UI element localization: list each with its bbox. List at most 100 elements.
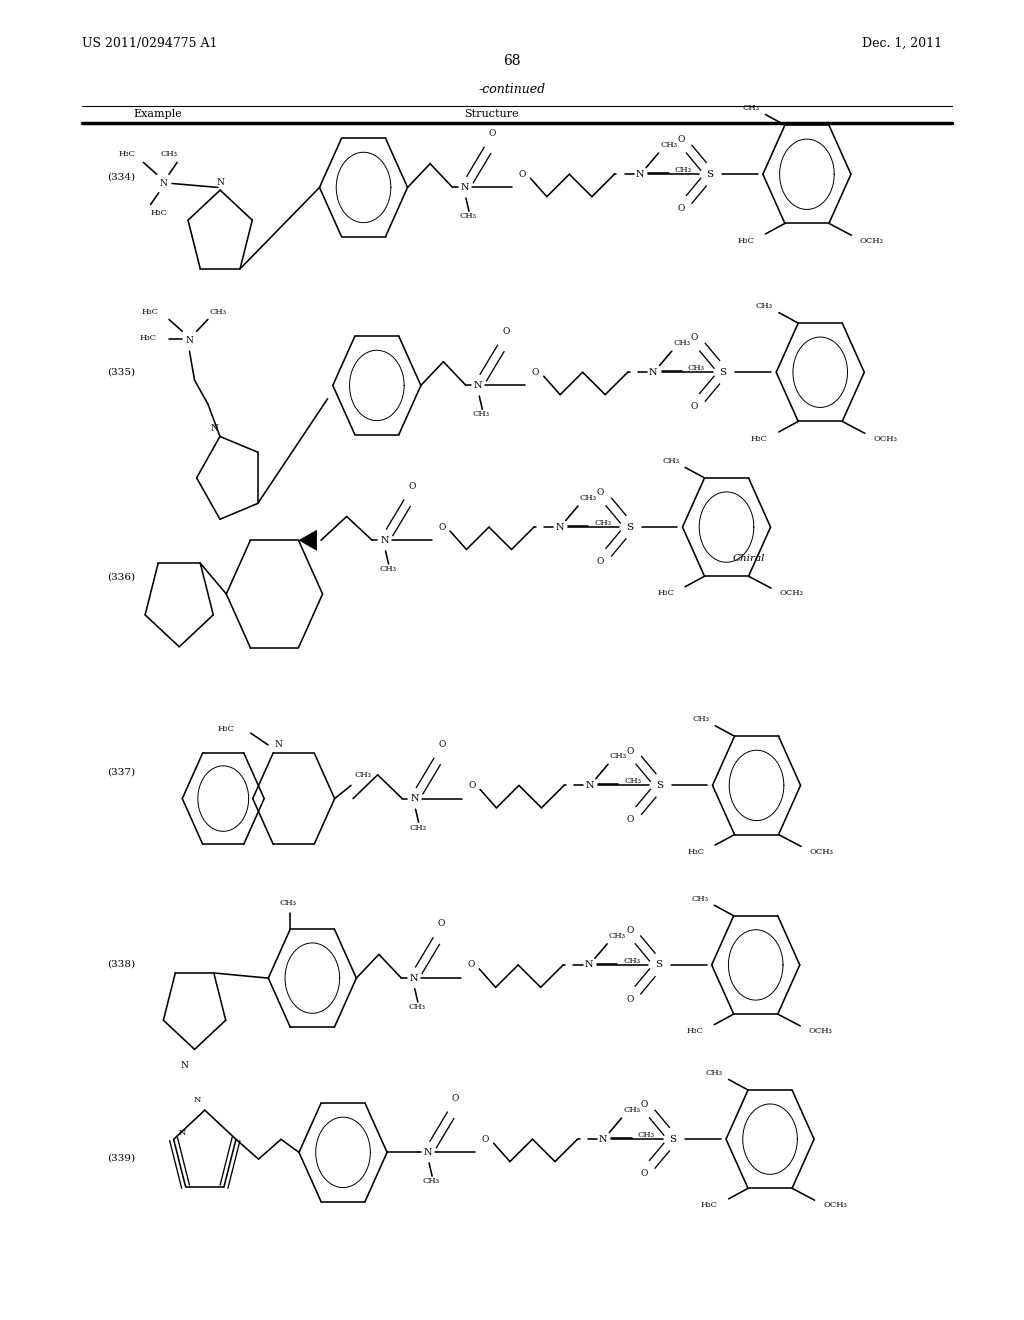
Text: CH₃: CH₃: [409, 1003, 425, 1011]
Text: H₃C: H₃C: [737, 236, 755, 244]
Text: Structure: Structure: [464, 108, 519, 119]
Text: CH₃: CH₃: [609, 932, 626, 940]
Text: CH₃: CH₃: [742, 104, 760, 112]
Text: CH₃: CH₃: [594, 519, 611, 527]
Text: H₃C: H₃C: [151, 209, 167, 216]
Text: O: O: [677, 205, 685, 213]
Text: OCH₃: OCH₃: [860, 236, 884, 244]
Text: OCH₃: OCH₃: [810, 847, 834, 855]
Text: N: N: [180, 1061, 188, 1069]
Text: N: N: [211, 424, 219, 433]
Text: Chiral: Chiral: [732, 554, 765, 562]
Text: CH₃: CH₃: [691, 895, 709, 903]
Text: N: N: [216, 178, 224, 186]
Text: N: N: [586, 781, 594, 789]
Text: O: O: [467, 961, 475, 969]
Text: O: O: [690, 403, 698, 411]
Text: O: O: [518, 170, 526, 178]
Text: N: N: [424, 1148, 432, 1156]
Text: (335): (335): [108, 368, 135, 376]
Text: H₃C: H₃C: [700, 1201, 718, 1209]
Text: US 2011/0294775 A1: US 2011/0294775 A1: [82, 37, 217, 50]
Text: CH₃: CH₃: [660, 141, 677, 149]
Text: O: O: [640, 1170, 648, 1177]
Text: O: O: [640, 1101, 648, 1109]
Text: S: S: [655, 781, 663, 789]
Text: OCH₃: OCH₃: [779, 590, 804, 598]
Text: H₃C: H₃C: [139, 334, 157, 342]
Text: O: O: [409, 482, 416, 491]
Text: H₃C: H₃C: [687, 847, 705, 855]
Text: N: N: [178, 1129, 185, 1137]
Text: O: O: [488, 129, 497, 137]
Text: S: S: [626, 523, 633, 532]
Text: S: S: [720, 368, 726, 376]
Text: CH₃: CH₃: [674, 339, 690, 347]
Text: 68: 68: [503, 54, 521, 67]
Text: OCH₃: OCH₃: [823, 1201, 847, 1209]
Text: N: N: [194, 1096, 202, 1104]
Text: H₃C: H₃C: [217, 725, 234, 733]
Text: CH₃: CH₃: [624, 777, 641, 785]
Text: N: N: [474, 381, 482, 389]
Text: O: O: [626, 927, 634, 935]
Text: (337): (337): [108, 768, 135, 776]
Text: H₃C: H₃C: [141, 308, 159, 315]
Text: S: S: [670, 1135, 676, 1143]
Text: Example: Example: [133, 108, 182, 119]
Text: O: O: [438, 523, 445, 532]
Text: N: N: [410, 974, 418, 982]
Text: CH₃: CH₃: [423, 1177, 439, 1185]
Text: N: N: [411, 795, 419, 803]
Text: (336): (336): [108, 573, 135, 581]
Text: H₃C: H₃C: [657, 590, 674, 598]
Text: N: N: [555, 523, 564, 532]
Text: CH₃: CH₃: [624, 1106, 640, 1114]
Text: CH₃: CH₃: [210, 308, 226, 315]
Text: CH₃: CH₃: [460, 213, 476, 220]
Text: O: O: [481, 1135, 489, 1143]
Text: CH₃: CH₃: [692, 715, 710, 723]
Text: H₃C: H₃C: [686, 1027, 703, 1035]
Text: O: O: [452, 1094, 460, 1102]
Text: (338): (338): [108, 960, 135, 968]
Text: N: N: [160, 180, 168, 187]
Text: CH₃: CH₃: [638, 1131, 654, 1139]
Text: CH₃: CH₃: [580, 494, 597, 502]
Text: CH₃: CH₃: [675, 166, 691, 174]
Text: O: O: [627, 816, 634, 824]
Text: CH₃: CH₃: [624, 957, 640, 965]
Text: O: O: [437, 920, 445, 928]
Text: O: O: [626, 995, 634, 1003]
Text: N: N: [585, 961, 593, 969]
Text: N: N: [599, 1135, 607, 1143]
Text: -continued: -continued: [478, 83, 546, 96]
Text: CH₃: CH₃: [706, 1069, 723, 1077]
Text: (339): (339): [108, 1154, 135, 1162]
Text: O: O: [627, 747, 634, 755]
Text: CH₃: CH₃: [688, 364, 705, 372]
Polygon shape: [299, 529, 317, 550]
Text: S: S: [655, 961, 662, 969]
Text: CH₃: CH₃: [280, 899, 297, 907]
Text: O: O: [531, 368, 540, 376]
Text: (334): (334): [108, 173, 135, 181]
Text: CH₃: CH₃: [161, 150, 177, 158]
Text: OCH₃: OCH₃: [809, 1027, 833, 1035]
Text: Dec. 1, 2011: Dec. 1, 2011: [862, 37, 942, 50]
Text: O: O: [468, 781, 475, 789]
Text: N: N: [636, 170, 644, 178]
Text: O: O: [438, 741, 445, 748]
Text: CH₃: CH₃: [663, 457, 679, 465]
Text: H₃C: H₃C: [118, 150, 135, 158]
Text: CH₃: CH₃: [379, 565, 396, 573]
Text: O: O: [597, 488, 604, 498]
Text: N: N: [185, 337, 194, 345]
Text: CH₃: CH₃: [473, 411, 489, 418]
Text: O: O: [690, 334, 698, 342]
Text: CH₃: CH₃: [756, 302, 773, 310]
Text: CH₃: CH₃: [354, 771, 372, 779]
Text: N: N: [380, 536, 389, 545]
Text: CH₃: CH₃: [609, 752, 627, 760]
Text: N: N: [461, 183, 469, 191]
